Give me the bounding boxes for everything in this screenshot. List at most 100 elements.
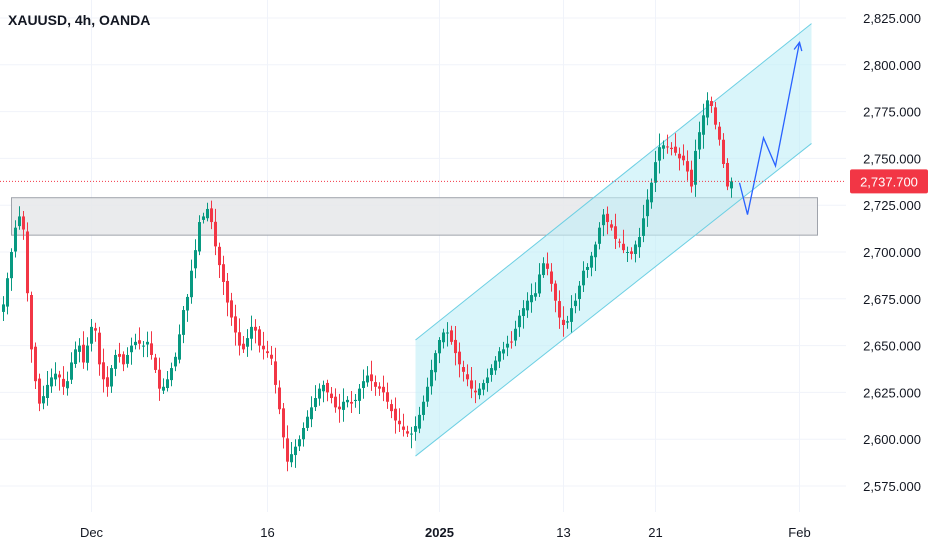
candle (410, 426, 413, 449)
candle (186, 294, 189, 322)
candle (194, 239, 197, 279)
candle (254, 319, 257, 344)
candle-body (646, 199, 649, 217)
candle-body (538, 274, 541, 294)
candle-body (14, 227, 17, 252)
candle-body (554, 283, 557, 301)
candle-body (534, 293, 537, 297)
candle-body (70, 362, 73, 380)
candle (34, 342, 37, 389)
candle-body (698, 132, 701, 150)
candle (678, 147, 681, 171)
candle (234, 304, 237, 346)
candle (82, 331, 85, 369)
candle (426, 377, 429, 407)
candle (530, 283, 533, 313)
candle (566, 315, 569, 329)
candle (574, 293, 577, 314)
candle-body (610, 224, 613, 228)
candle-body (578, 285, 581, 300)
candle-body (438, 339, 441, 354)
candle (2, 296, 5, 322)
candle-body (378, 386, 381, 389)
candle-body (154, 357, 157, 370)
time-tick-label: Dec (80, 525, 104, 540)
candle (658, 133, 661, 174)
candle-body (650, 182, 653, 203)
price-tick-label: 2,600.000 (863, 432, 921, 447)
candle-body (450, 330, 453, 342)
candle (582, 261, 585, 292)
candle (610, 220, 613, 231)
candle (434, 350, 437, 381)
candle-body (410, 433, 413, 435)
candle-body (314, 398, 317, 408)
candle-body (586, 266, 589, 270)
candle-body (338, 406, 341, 410)
candle-body (642, 218, 645, 236)
candle-body (590, 255, 593, 268)
candle (402, 413, 405, 437)
price-tick-label: 2,675.000 (863, 292, 921, 307)
candle-body (402, 426, 405, 430)
candle-body (406, 431, 409, 434)
candle-body (574, 300, 577, 307)
candle-body (94, 328, 97, 331)
candle (546, 252, 549, 276)
candle-body (66, 381, 69, 389)
price-tick-label: 2,750.000 (863, 151, 921, 166)
candle-body (634, 244, 637, 255)
candle-body (30, 295, 33, 350)
candle (382, 375, 385, 402)
candle (346, 396, 349, 408)
candle-body (6, 278, 9, 307)
candle (398, 408, 401, 432)
candle (394, 397, 397, 434)
candle (430, 359, 433, 395)
candle-body (42, 396, 45, 404)
candle-body (258, 329, 261, 346)
candle-body (542, 263, 545, 276)
candle (318, 383, 321, 406)
candle (262, 331, 265, 360)
candle-body (730, 181, 733, 189)
candle-body (86, 345, 89, 363)
candle-body (286, 438, 289, 462)
candle (30, 291, 33, 363)
last-price-tag[interactable]: 2,737.700 (850, 169, 928, 194)
candle-body (558, 301, 561, 318)
candle (482, 379, 485, 396)
candle (562, 306, 565, 337)
candle (518, 309, 521, 337)
time-axis[interactable]: Dec 16 2025 13 21 Feb (80, 525, 811, 540)
candle-body (330, 393, 333, 399)
candle (290, 442, 293, 468)
candle (50, 368, 53, 393)
candle (586, 263, 589, 278)
candle (558, 290, 561, 329)
candle (14, 220, 17, 258)
candle (374, 375, 377, 396)
candle (26, 222, 29, 302)
candle (598, 222, 601, 250)
candle (270, 346, 273, 366)
candle-body (606, 213, 609, 223)
price-tick-label: 2,725.000 (863, 198, 921, 213)
candle (706, 92, 709, 126)
candle-body (98, 332, 101, 365)
candle (386, 382, 389, 409)
candle-body (434, 353, 437, 373)
candle-body (290, 454, 293, 463)
candle (182, 305, 185, 344)
candle (718, 121, 721, 146)
candle-body (618, 241, 621, 243)
candle (366, 366, 369, 387)
candle (570, 295, 573, 333)
candle (358, 384, 361, 415)
candle-body (326, 382, 329, 393)
candle (166, 371, 169, 392)
price-axis[interactable]: 2,575.000 2,600.000 2,625.000 2,650.000 2,67… (850, 11, 928, 494)
candle (606, 206, 609, 235)
